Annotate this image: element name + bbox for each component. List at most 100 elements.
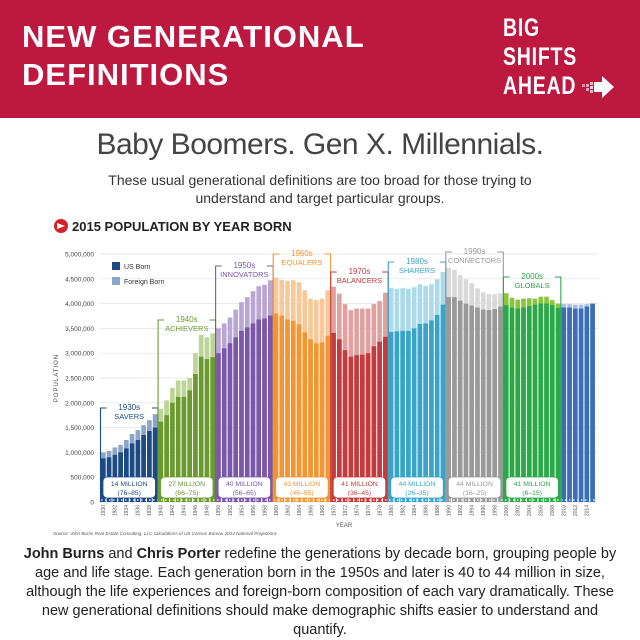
x-tick-label: 1940 — [159, 505, 165, 516]
x-tick-label: 1948 — [205, 505, 211, 516]
x-axis-label: YEAR — [336, 523, 353, 529]
bar-us-born — [452, 297, 457, 502]
y-tick-label: 3,500,000 — [65, 326, 94, 333]
bar-us-born — [175, 396, 181, 502]
bar-us-born — [279, 315, 285, 502]
generation-decade: 1940s — [176, 315, 198, 324]
x-tick-label: 1992 — [458, 505, 464, 516]
author-chris-porter: Chris Porter — [136, 546, 221, 562]
x-tick-label: 1968 — [320, 505, 326, 516]
bar-us-born — [555, 308, 561, 502]
bar-us-born — [124, 448, 129, 502]
x-tick-label: 1972 — [343, 505, 349, 516]
bar-us-born — [267, 315, 273, 502]
bar-us-born — [187, 390, 192, 502]
bar-us-born — [302, 332, 308, 502]
bar-us-born — [164, 415, 169, 502]
title-line-2: DEFINITIONS — [22, 57, 230, 92]
bar-us-born — [463, 303, 469, 502]
chart-title: 2015 POPULATION BY YEAR BORN — [72, 219, 292, 234]
generation-decade: 1930s — [118, 403, 140, 412]
subtitle: Baby Boomers. Gen X. Millennials. — [96, 128, 544, 161]
bar-us-born — [135, 440, 141, 502]
intro-text: These usual generational definitions are… — [108, 172, 532, 206]
x-tick-label: 1980 — [389, 505, 395, 516]
generation-size: 27 MILLION — [168, 481, 205, 488]
generation-name: SHARERS — [399, 266, 435, 275]
x-tick-label: 1958 — [262, 505, 268, 516]
bar-us-born — [319, 342, 325, 502]
bar-us-born — [549, 305, 555, 502]
bar-us-born — [434, 315, 440, 502]
generation-name: INNOVATORS — [220, 270, 268, 279]
bar-us-born — [158, 421, 164, 502]
footer-and: and — [104, 546, 137, 562]
bar-us-born — [141, 435, 146, 502]
bar-us-born — [325, 335, 331, 502]
x-tick-label: 1932 — [113, 505, 119, 516]
x-tick-label: 1934 — [124, 505, 130, 516]
y-tick-label: 3,000,000 — [65, 351, 94, 358]
legend-label-foreign-born: Foreign Born — [124, 279, 165, 286]
x-tick-label: 1976 — [366, 505, 372, 516]
generation-ages: (26–35) — [405, 490, 428, 497]
bar-us-born — [152, 427, 158, 502]
bar-us-born — [129, 443, 135, 502]
legend-label-us-born: US Born — [124, 264, 151, 271]
bar-us-born — [572, 308, 578, 502]
bar-us-born — [521, 307, 526, 502]
bar-us-born — [204, 359, 210, 502]
bar-us-born — [313, 343, 319, 502]
header-banner: NEW GENERATIONAL DEFINITIONS BIG SHIFTS … — [0, 0, 640, 118]
generation-size-box — [332, 476, 387, 499]
x-tick-label: 1974 — [354, 505, 360, 516]
bar-us-born — [544, 303, 549, 502]
bar-us-born — [365, 353, 371, 502]
bar-us-born — [250, 323, 256, 502]
y-tick-label: 500,000 — [71, 475, 95, 482]
x-tick-label: 2006 — [539, 505, 545, 516]
y-tick-label: 1,500,000 — [65, 425, 94, 432]
bar-us-born — [348, 356, 354, 502]
generation-size-box — [102, 476, 156, 499]
x-tick-label: 1994 — [470, 505, 476, 516]
bar-us-born — [509, 307, 515, 502]
y-tick-label: 5,000,000 — [65, 252, 94, 259]
bar-us-born — [590, 303, 595, 502]
generation-size: 44 MILLION — [399, 481, 436, 488]
bar-us-born — [383, 336, 388, 502]
bar-us-born — [446, 297, 452, 502]
generation-ages: (66–75) — [175, 490, 198, 497]
generation-name: BALANCERS — [337, 276, 382, 285]
bar-us-born — [227, 343, 233, 502]
x-tick-label: 1956 — [251, 505, 257, 516]
x-tick-label: 2014 — [585, 505, 591, 516]
bar-us-born — [216, 353, 221, 502]
x-tick-label: 1944 — [182, 505, 188, 516]
x-tick-label: 2010 — [562, 505, 568, 516]
bar-us-born — [262, 318, 267, 502]
bar-us-born — [342, 350, 348, 502]
source-note: Source: John Burns Real Estate Consultin… — [53, 531, 278, 536]
x-tick-label: 1988 — [435, 505, 441, 516]
pixel-arrow-icon — [582, 76, 614, 98]
bar-us-born — [526, 306, 532, 502]
logo-line-2: SHIFTS — [503, 43, 578, 71]
x-tick-label: 1960 — [274, 505, 280, 516]
title-line-1: NEW GENERATIONAL — [22, 19, 365, 54]
x-tick-label: 1996 — [481, 505, 487, 516]
generation-size-box — [160, 476, 214, 499]
population-chart: 0 500,000 1,000,000 1,500,000 2,000,000 2,500… — [53, 247, 598, 536]
generation-size-box — [447, 476, 502, 499]
x-tick-label: 2004 — [527, 505, 533, 516]
bar-us-born — [538, 303, 544, 502]
x-tick-label: 1954 — [239, 505, 245, 516]
generation-bracket — [502, 276, 562, 502]
x-tick-label: 1998 — [493, 505, 499, 516]
generation-size-box — [217, 476, 271, 499]
bar-us-born — [285, 319, 290, 502]
bar-us-born — [296, 324, 302, 502]
bar-us-born — [567, 307, 572, 502]
bar-us-born — [440, 304, 446, 502]
y-tick-label: 0 — [90, 500, 94, 507]
